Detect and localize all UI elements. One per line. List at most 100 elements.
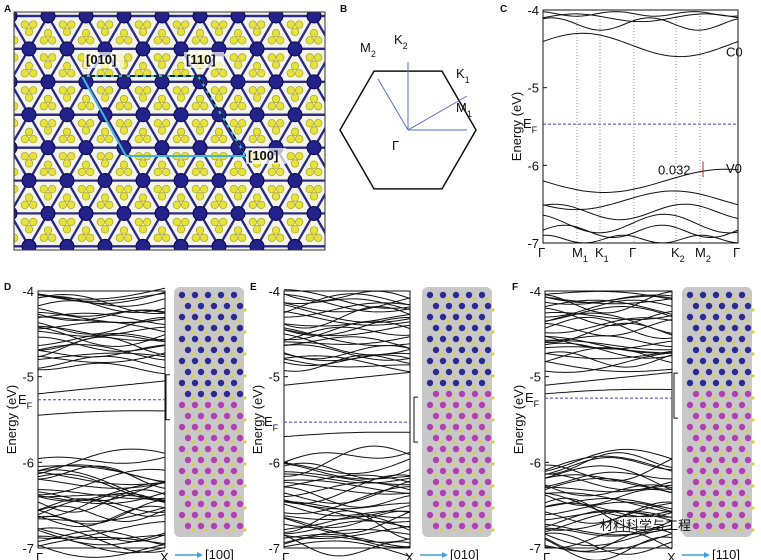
s-atom	[20, 86, 29, 95]
y-axis-label: Energy (eV)	[4, 385, 19, 454]
s-atom	[230, 440, 234, 444]
metal-atom	[21, 173, 37, 189]
metal-atom	[326, 108, 340, 122]
s-atom	[333, 201, 341, 209]
band-line	[283, 289, 411, 309]
band-line	[544, 346, 673, 354]
label-sub: 2	[680, 254, 685, 264]
atom	[731, 412, 739, 420]
atom	[692, 368, 700, 376]
atom	[725, 445, 733, 453]
atom	[184, 302, 192, 310]
bond	[352, 82, 371, 115]
atom	[471, 324, 479, 332]
metal-atom	[173, 107, 189, 123]
s-atom	[324, 137, 325, 141]
s-atom	[143, 4, 151, 12]
s-atom	[134, 217, 143, 227]
band-line	[37, 543, 166, 558]
s-atom	[138, 127, 148, 136]
s-atom	[363, 218, 371, 226]
atom	[445, 500, 453, 508]
s-atom	[333, 267, 341, 275]
metal-atom	[59, 41, 75, 57]
s-atom	[363, 4, 371, 12]
atom	[439, 467, 447, 475]
atom	[452, 357, 460, 365]
s-atom	[452, 374, 456, 378]
s-atom	[725, 396, 729, 400]
s-atom	[706, 495, 710, 499]
atom	[731, 346, 739, 354]
s-atom	[238, 251, 246, 259]
s-atom	[249, 267, 257, 275]
atom	[731, 500, 739, 508]
atom	[738, 357, 746, 365]
atom	[223, 500, 231, 508]
k-point-label: K1	[456, 66, 470, 85]
s-atom	[268, 300, 276, 308]
s-atom	[124, 53, 133, 62]
s-atom	[286, 152, 295, 161]
atom	[692, 324, 700, 332]
s-atom	[719, 451, 723, 455]
bond	[0, 312, 10, 345]
s-atom	[134, 134, 143, 144]
direction-label: [010]	[450, 547, 479, 560]
s-atom	[309, 60, 319, 69]
s-atom	[485, 363, 489, 367]
atom	[686, 291, 694, 299]
metal-atom	[287, 238, 303, 250]
y-tick-label: -6	[529, 455, 541, 470]
k-path	[377, 78, 409, 131]
bond	[371, 0, 390, 16]
bond	[0, 246, 10, 279]
atom	[686, 335, 694, 343]
bond	[86, 279, 105, 312]
s-atom	[24, 193, 34, 202]
metal-atom	[211, 238, 227, 250]
s-atom	[2, 102, 10, 110]
bond	[333, 49, 352, 82]
atom	[223, 434, 231, 442]
label-main: E	[18, 392, 27, 407]
s-atom	[198, 363, 202, 367]
s-atom	[243, 462, 247, 466]
metal-atom	[40, 140, 56, 156]
s-atom	[738, 308, 742, 312]
band-line	[542, 32, 739, 58]
atom	[699, 467, 707, 475]
s-atom	[176, 193, 186, 202]
atom	[705, 390, 713, 398]
atom	[718, 522, 726, 530]
atom	[705, 434, 713, 442]
s-atom	[478, 484, 482, 488]
bond	[333, 213, 352, 246]
s-atom	[185, 363, 189, 367]
s-atom	[214, 27, 224, 36]
s-atom	[191, 352, 195, 356]
s-atom	[198, 319, 202, 323]
s-atom	[267, 119, 276, 128]
s-atom	[271, 28, 281, 38]
s-atom	[465, 418, 469, 422]
k-point-label: Γ	[538, 245, 545, 260]
band-line	[37, 489, 166, 513]
band-line	[283, 534, 411, 557]
s-atom	[157, 94, 167, 104]
metal-atom	[135, 107, 151, 123]
metal-atom	[135, 41, 151, 57]
k-point-label: K2	[671, 245, 685, 264]
s-atom	[348, 61, 356, 69]
bond	[25, 245, 30, 250]
s-atom	[181, 4, 189, 12]
metal-atom	[78, 12, 94, 24]
bond	[333, 49, 352, 82]
s-atom	[433, 363, 437, 367]
atom	[197, 302, 205, 310]
atom	[445, 390, 453, 398]
s-atom	[217, 396, 221, 400]
band-line	[38, 362, 166, 375]
s-atom	[204, 330, 208, 334]
s-atom	[446, 473, 450, 477]
